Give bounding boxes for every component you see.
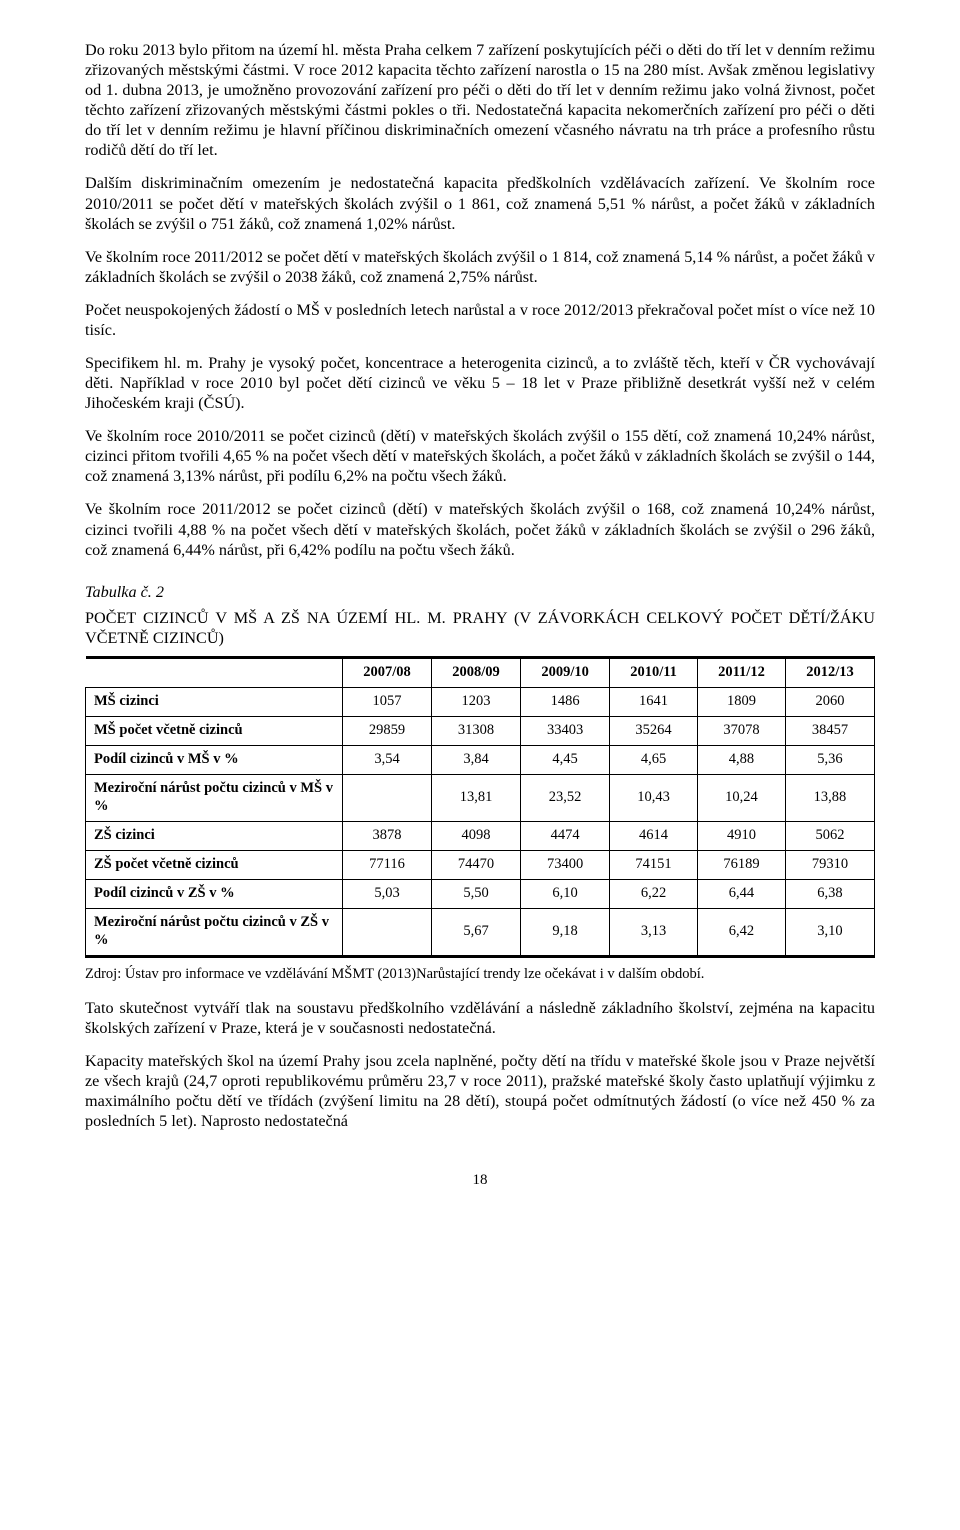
cell: 4,65 [610, 745, 698, 774]
row-label: ZŠ cizinci [86, 821, 343, 850]
cell: 4098 [432, 821, 521, 850]
cell: 3,13 [610, 908, 698, 956]
cell: 31308 [432, 716, 521, 745]
cell: 9,18 [521, 908, 610, 956]
cell: 1203 [432, 687, 521, 716]
cell: 79310 [785, 850, 874, 879]
paragraph: Ve školním roce 2010/2011 se počet cizin… [85, 426, 875, 486]
document-page: Do roku 2013 bylo přitom na území hl. mě… [0, 0, 960, 1220]
cell: 5,67 [432, 908, 521, 956]
cell: 5,03 [343, 879, 432, 908]
cell: 3,54 [343, 745, 432, 774]
cell: 4614 [610, 821, 698, 850]
cell: 6,10 [521, 879, 610, 908]
paragraph: Počet neuspokojených žádostí o MŠ v posl… [85, 300, 875, 340]
row-label: MŠ cizinci [86, 687, 343, 716]
cell: 74470 [432, 850, 521, 879]
foreigners-table: 2007/082008/092009/102010/112011/122012/… [85, 656, 875, 958]
cell: 5062 [785, 821, 874, 850]
paragraph: Dalším diskriminačním omezením je nedost… [85, 173, 875, 233]
table-caption: Tabulka č. 2 [85, 582, 875, 602]
col-header: 2012/13 [785, 657, 874, 687]
cell [343, 908, 432, 956]
row-label: ZŠ počet včetně cizinců [86, 850, 343, 879]
cell: 5,50 [432, 879, 521, 908]
cell: 3878 [343, 821, 432, 850]
col-header-empty [86, 657, 343, 687]
cell: 3,84 [432, 745, 521, 774]
cell: 6,38 [785, 879, 874, 908]
cell: 76189 [698, 850, 786, 879]
cell: 4,88 [698, 745, 786, 774]
table-title: POČET CIZINCŮ V MŠ A ZŠ NA ÚZEMÍ HL. M. … [85, 608, 875, 648]
col-header: 2009/10 [521, 657, 610, 687]
cell: 1809 [698, 687, 786, 716]
cell: 2060 [785, 687, 874, 716]
paragraph: Kapacity mateřských škol na území Prahy … [85, 1051, 875, 1131]
cell: 73400 [521, 850, 610, 879]
cell: 6,22 [610, 879, 698, 908]
cell: 23,52 [521, 774, 610, 821]
cell: 33403 [521, 716, 610, 745]
table-source: Zdroj: Ústav pro informace ve vzdělávání… [85, 966, 875, 984]
paragraph: Do roku 2013 bylo přitom na území hl. mě… [85, 40, 875, 160]
row-label: Meziroční nárůst počtu cizinců v MŠ v % [86, 774, 343, 821]
page-number: 18 [85, 1171, 875, 1190]
cell: 3,10 [785, 908, 874, 956]
cell: 10,43 [610, 774, 698, 821]
row-label: Podíl cizinců v MŠ v % [86, 745, 343, 774]
cell: 6,42 [698, 908, 786, 956]
cell: 1057 [343, 687, 432, 716]
cell: 29859 [343, 716, 432, 745]
cell: 13,88 [785, 774, 874, 821]
cell: 37078 [698, 716, 786, 745]
cell: 77116 [343, 850, 432, 879]
col-header: 2010/11 [610, 657, 698, 687]
paragraph: Ve školním roce 2011/2012 se počet dětí … [85, 247, 875, 287]
cell: 74151 [610, 850, 698, 879]
row-label: Meziroční nárůst počtu cizinců v ZŠ v % [86, 908, 343, 956]
cell: 4474 [521, 821, 610, 850]
col-header: 2007/08 [343, 657, 432, 687]
row-label: Podíl cizinců v ZŠ v % [86, 879, 343, 908]
cell: 5,36 [785, 745, 874, 774]
cell: 13,81 [432, 774, 521, 821]
paragraph: Specifikem hl. m. Prahy je vysoký počet,… [85, 353, 875, 413]
cell: 4,45 [521, 745, 610, 774]
cell [343, 774, 432, 821]
col-header: 2008/09 [432, 657, 521, 687]
cell: 1486 [521, 687, 610, 716]
cell: 10,24 [698, 774, 786, 821]
col-header: 2011/12 [698, 657, 786, 687]
paragraph: Tato skutečnost vytváří tlak na soustavu… [85, 998, 875, 1038]
row-label: MŠ počet včetně cizinců [86, 716, 343, 745]
cell: 6,44 [698, 879, 786, 908]
cell: 1641 [610, 687, 698, 716]
cell: 38457 [785, 716, 874, 745]
paragraph: Ve školním roce 2011/2012 se počet cizin… [85, 499, 875, 559]
cell: 35264 [610, 716, 698, 745]
cell: 4910 [698, 821, 786, 850]
